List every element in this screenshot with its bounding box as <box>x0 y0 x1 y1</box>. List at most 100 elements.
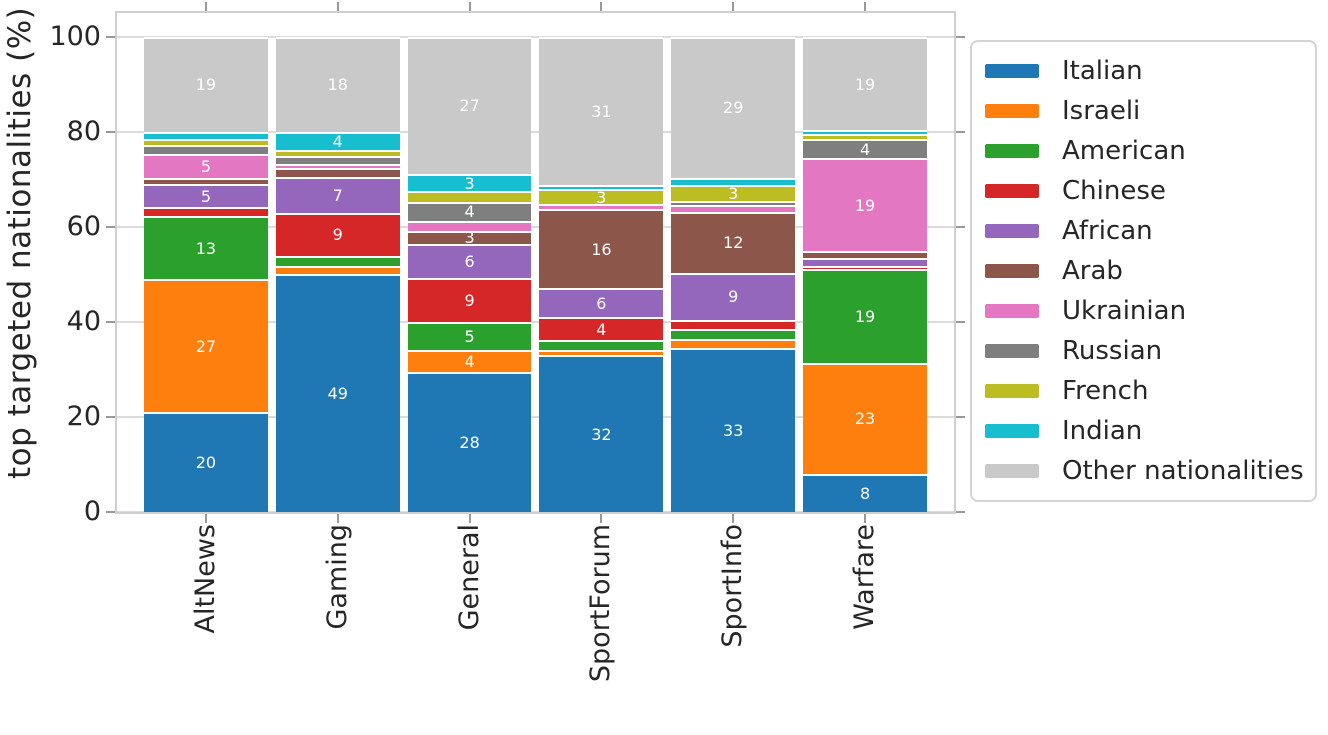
bar-segment-altnews-african: 5 <box>144 183 268 208</box>
segment-value-label: 8 <box>859 483 871 503</box>
bars-row: 20 27 13 5 5 19 49 9 7 4 18 28 4 5 9 6 3 4 3 27 32 4 6 16 3 31 33 9… <box>117 13 954 512</box>
segment-value-label: 9 <box>728 287 739 307</box>
bar-segment-altnews-italian: 20 <box>144 412 268 512</box>
right-tick-y80 <box>956 130 965 133</box>
bar-warfare: 8 23 19 19 4 19 <box>803 36 927 512</box>
bar-segment-sportinfo-italian: 33 <box>671 348 796 512</box>
bar-segment-sportforum-american <box>539 339 664 351</box>
left-tick-y20 <box>106 415 115 418</box>
bottom-tick-gaming <box>337 514 339 523</box>
top-tick-altnews <box>205 2 207 11</box>
right-tick-y40 <box>956 320 965 323</box>
gridline-y20 <box>117 415 954 418</box>
bar-segment-altnews-indian <box>144 131 268 139</box>
y-axis-label: top targeted nationalities (%) <box>2 6 38 479</box>
segment-value-label: 6 <box>596 293 607 313</box>
legend: Italian Israeli American Chinese African Arab… <box>970 40 1317 502</box>
top-tick-general <box>469 2 471 11</box>
legend-swatch-french <box>985 384 1039 398</box>
bar-segment-sportinfo-ukrainian <box>671 204 796 213</box>
x-tick-label-sportinfo: SportInfo <box>717 524 748 648</box>
y-tick-label-80: 80 <box>66 115 101 147</box>
bar-segment-general-israeli: 4 <box>407 350 532 372</box>
gridline-y100 <box>117 35 954 38</box>
segment-value-label: 19 <box>854 74 876 94</box>
bar-segment-sportforum-arab: 16 <box>539 209 664 289</box>
bar-segment-warfare-russian: 4 <box>803 139 927 159</box>
legend-item-french: French <box>972 371 1315 411</box>
segment-value-label: 18 <box>327 75 348 95</box>
segment-value-label: 27 <box>195 336 217 356</box>
right-tick-y0 <box>956 511 965 513</box>
bar-sportforum: 32 4 6 16 3 31 <box>539 36 664 512</box>
legend-item-arab: Arab <box>972 251 1315 291</box>
bar-segment-gaming-ukrainian <box>275 164 400 169</box>
bar-segment-gaming-french <box>275 150 400 156</box>
legend-swatch-indian <box>985 424 1039 438</box>
segment-value-label: 4 <box>464 352 475 372</box>
legend-swatch-american <box>985 144 1039 158</box>
y-tick-label-0: 0 <box>83 496 101 527</box>
segment-value-label: 16 <box>591 239 612 259</box>
bar-segment-general-ukrainian <box>407 220 532 231</box>
segment-value-label: 5 <box>200 157 211 177</box>
bar-segment-sportinfo-chinese <box>671 319 796 330</box>
segment-value-label: 27 <box>459 96 480 116</box>
segment-value-label: 20 <box>195 453 217 473</box>
bar-segment-general-french <box>407 191 532 203</box>
bar-segment-sportinfo-russian <box>671 200 796 205</box>
segment-value-label: 23 <box>854 409 876 429</box>
bar-segment-altnews-israeli: 27 <box>144 279 268 413</box>
bar-segment-warfare-american: 19 <box>803 269 927 363</box>
segment-value-label: 49 <box>327 384 348 404</box>
bar-segment-general-african: 6 <box>407 244 532 278</box>
gridline-y80 <box>117 130 954 133</box>
bar-segment-general-arab: 3 <box>407 230 532 246</box>
bar-segment-sportinfo-arab: 12 <box>671 212 796 273</box>
bar-segment-warfare-other-nationalities: 19 <box>803 36 927 131</box>
bar-segment-gaming-israeli <box>275 265 400 275</box>
legend-item-other-nationalities: Other nationalities <box>972 451 1315 491</box>
legend-item-african: African <box>972 211 1315 251</box>
segment-value-label: 31 <box>591 101 612 121</box>
legend-label: Ukrainian <box>1062 296 1187 326</box>
bar-segment-altnews-american: 13 <box>144 215 268 280</box>
segment-value-label: 19 <box>854 306 876 326</box>
bar-segment-sportinfo-other-nationalities: 29 <box>671 36 796 178</box>
bottom-tick-altnews <box>205 514 207 523</box>
legend-swatch-african <box>985 224 1039 238</box>
legend-swatch-russian <box>985 344 1039 358</box>
bar-segment-gaming-chinese: 9 <box>275 212 400 257</box>
bar-segment-general-chinese: 9 <box>407 277 532 323</box>
bar-segment-warfare-indian <box>803 130 927 135</box>
bar-segment-gaming-indian: 4 <box>275 131 400 151</box>
bar-segment-sportinfo-african: 9 <box>671 272 796 320</box>
bar-segment-sportinfo-israeli <box>671 338 796 349</box>
segment-value-label: 5 <box>464 327 475 347</box>
bar-segment-sportinfo-american <box>671 329 796 339</box>
bar-segment-altnews-french <box>144 138 268 146</box>
bar-general: 28 4 5 9 6 3 4 3 27 <box>407 36 532 512</box>
legend-label: Other nationalities <box>1062 456 1304 486</box>
bar-segment-altnews-russian <box>144 145 268 155</box>
bar-segment-sportforum-french: 3 <box>539 188 664 205</box>
bar-sportinfo: 33 9 12 3 29 <box>671 36 796 512</box>
segment-value-label: 5 <box>200 186 211 206</box>
legend-label: Indian <box>1062 416 1143 446</box>
bar-segment-sportforum-other-nationalities: 31 <box>539 36 664 186</box>
legend-label: Italian <box>1062 56 1143 86</box>
legend-swatch-arab <box>985 264 1039 278</box>
legend-label: American <box>1062 136 1186 166</box>
bar-segment-gaming-african: 7 <box>275 176 400 213</box>
segment-value-label: 29 <box>723 98 744 118</box>
segment-value-label: 19 <box>854 195 876 215</box>
bar-segment-altnews-arab <box>144 177 268 184</box>
bar-segment-general-indian: 3 <box>407 173 532 192</box>
segment-value-label: 32 <box>591 424 612 444</box>
bottom-tick-sportforum <box>600 514 602 523</box>
bar-segment-general-russian: 4 <box>407 202 532 221</box>
bar-segment-sportforum-ukrainian <box>539 204 664 210</box>
segment-value-label: 9 <box>332 225 343 245</box>
legend-item-ukrainian: Ukrainian <box>972 291 1315 331</box>
bar-segment-general-other-nationalities: 27 <box>407 36 532 174</box>
